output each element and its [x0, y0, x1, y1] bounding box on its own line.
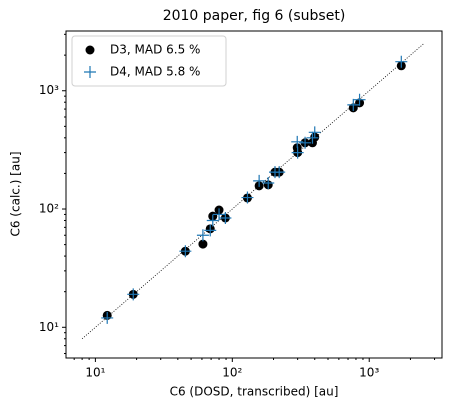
plus-marker — [127, 288, 140, 301]
plus-marker — [241, 191, 254, 204]
plus-marker — [347, 98, 360, 111]
legend-label: D3, MAD 6.5 % — [110, 43, 200, 57]
plus-marker — [196, 229, 209, 242]
y-axis-label: C6 (calc.) [au] — [9, 151, 23, 236]
plus-marker — [306, 131, 319, 144]
x-tick-label: 10¹ — [85, 366, 105, 380]
plus-marker — [262, 176, 275, 189]
plus-marker — [273, 166, 286, 179]
plus-marker — [299, 136, 312, 149]
plus-marker — [291, 135, 304, 148]
plus-marker — [291, 146, 304, 159]
circle-marker — [85, 45, 95, 55]
x-axis-label: C6 (DOSD, transcribed) [au] — [170, 385, 339, 399]
chart-title: 2010 paper, fig 6 (subset) — [163, 8, 346, 24]
x-tick-label: 10² — [222, 366, 242, 380]
plus-marker — [395, 55, 408, 68]
plus-marker — [353, 93, 366, 106]
plus-marker — [179, 245, 192, 258]
plus-marker — [84, 66, 96, 78]
plus-marker — [206, 214, 219, 227]
plot-frame — [65, 30, 443, 359]
y-tick-label: 10¹ — [39, 320, 59, 334]
plus-marker — [204, 224, 217, 237]
x-tick-label: 10³ — [359, 366, 379, 380]
plus-marker — [213, 208, 226, 221]
circle-marker — [198, 239, 208, 249]
plus-marker — [101, 311, 114, 324]
plus-marker — [308, 126, 321, 139]
plus-marker — [253, 174, 266, 187]
y-tick-label: 10³ — [39, 83, 59, 97]
y-tick-label: 10² — [39, 202, 59, 216]
legend-box — [71, 35, 227, 87]
legend-label: D4, MAD 5.8 % — [110, 65, 200, 79]
plus-marker — [219, 211, 232, 224]
